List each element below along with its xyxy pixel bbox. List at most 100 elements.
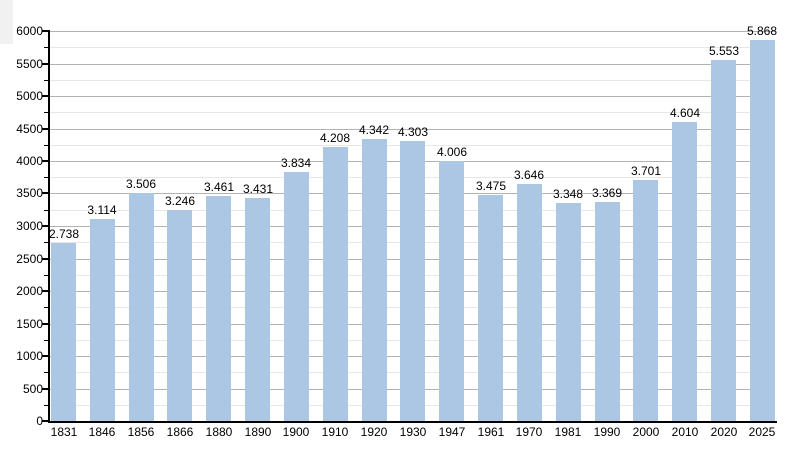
bar-1920 [362,139,387,421]
x-axis-tick-label: 1890 [244,425,272,439]
y-axis-tick-label: 4500 [16,122,43,136]
y-axis-tick-label: 3000 [16,219,43,233]
bar-value-label: 5.553 [708,44,740,58]
x-axis-tick-label: 1846 [88,425,116,439]
y-minor-tick [44,210,48,211]
x-axis-tick-label: 1910 [321,425,349,439]
y-major-tick [42,420,48,422]
y-major-tick [42,192,48,194]
y-axis-tick-label: 3500 [16,186,43,200]
bar-value-label: 4.208 [319,131,351,145]
y-minor-tick [44,145,48,146]
bar-1856 [129,193,154,421]
y-minor-tick [44,340,48,341]
bar-value-label: 4.303 [397,125,429,139]
bar-value-label: 3.461 [203,180,235,194]
bar-1981 [556,203,581,421]
y-axis-line [48,30,50,423]
x-axis-tick-label: 1856 [127,425,155,439]
x-axis-tick-label: 1920 [360,425,388,439]
x-axis-tick-label: 1880 [205,425,233,439]
bar-1880 [206,196,231,421]
bar-value-label: 5.868 [746,24,778,38]
y-minor-tick [44,275,48,276]
x-axis-tick-label: 1947 [438,425,466,439]
x-axis-tick-label: 1970 [515,425,543,439]
bar-value-label: 3.834 [280,156,312,170]
y-major-tick [42,63,48,65]
y-axis-tick-label: 5500 [16,57,43,71]
y-axis-tick-label: 1500 [16,317,43,331]
y-minor-tick [44,405,48,406]
bar-1831 [51,243,76,421]
x-axis-tick-label: 2020 [710,425,738,439]
y-minor-tick [44,47,48,48]
y-major-tick [42,128,48,130]
bar-1866 [167,210,192,421]
y-axis-tick-label: 1000 [16,349,43,363]
x-axis-tick-label: 1866 [166,425,194,439]
y-major-tick [42,388,48,390]
bar-value-label: 4.604 [669,106,701,120]
y-major-tick [42,258,48,260]
bar-value-label: 4.006 [436,145,468,159]
x-axis-tick-label: 1930 [399,425,427,439]
bar-value-label: 2.738 [48,227,80,241]
bar-1910 [323,147,348,421]
bar-1846 [90,219,115,421]
x-axis-line [48,421,777,423]
bar-value-label: 3.369 [591,186,623,200]
y-minor-tick [44,242,48,243]
y-axis-tick-label: 4000 [16,154,43,168]
major-gridline [50,96,775,97]
y-axis-tick-label: 5000 [16,89,43,103]
bar-value-label: 3.475 [475,179,507,193]
bar-value-label: 3.348 [552,187,584,201]
x-axis-tick-label: 1990 [593,425,621,439]
y-axis-tick-label: 0 [36,414,43,428]
corner-artifact [0,0,13,44]
bar-2010 [672,122,697,421]
x-axis-tick-label: 1831 [50,425,78,439]
bar-1930 [400,141,425,421]
x-axis-tick-label: 2010 [671,425,699,439]
bar-value-label: 3.701 [630,164,662,178]
bar-value-label: 3.646 [513,168,545,182]
minor-gridline [50,80,775,81]
y-major-tick [42,160,48,162]
bar-1890 [245,198,270,421]
bar-value-label: 3.431 [242,182,274,196]
bar-1900 [284,172,309,421]
y-major-tick [42,95,48,97]
bar-value-label: 3.506 [125,177,157,191]
y-axis-tick-label: 6000 [16,24,43,38]
y-major-tick [42,30,48,32]
y-minor-tick [44,177,48,178]
y-axis-tick-label: 2000 [16,284,43,298]
x-axis-tick-label: 2025 [748,425,776,439]
bar-2025 [750,40,775,421]
x-axis-tick-label: 1981 [554,425,582,439]
x-axis-tick-label: 1900 [282,425,310,439]
bar-2020 [711,60,736,421]
y-minor-tick [44,112,48,113]
bar-value-label: 3.114 [87,203,117,217]
x-axis-tick-label: 1961 [477,425,505,439]
bar-1961 [478,195,503,421]
major-gridline [50,64,775,65]
major-gridline [50,129,775,130]
y-axis-tick-label: 2500 [16,252,43,266]
x-axis-tick-label: 2000 [632,425,660,439]
y-major-tick [42,355,48,357]
y-axis-tick-label: 500 [22,382,43,396]
y-minor-tick [44,80,48,81]
minor-gridline [50,47,775,48]
y-major-tick [42,225,48,227]
bar-2000 [633,180,658,421]
y-major-tick [42,290,48,292]
